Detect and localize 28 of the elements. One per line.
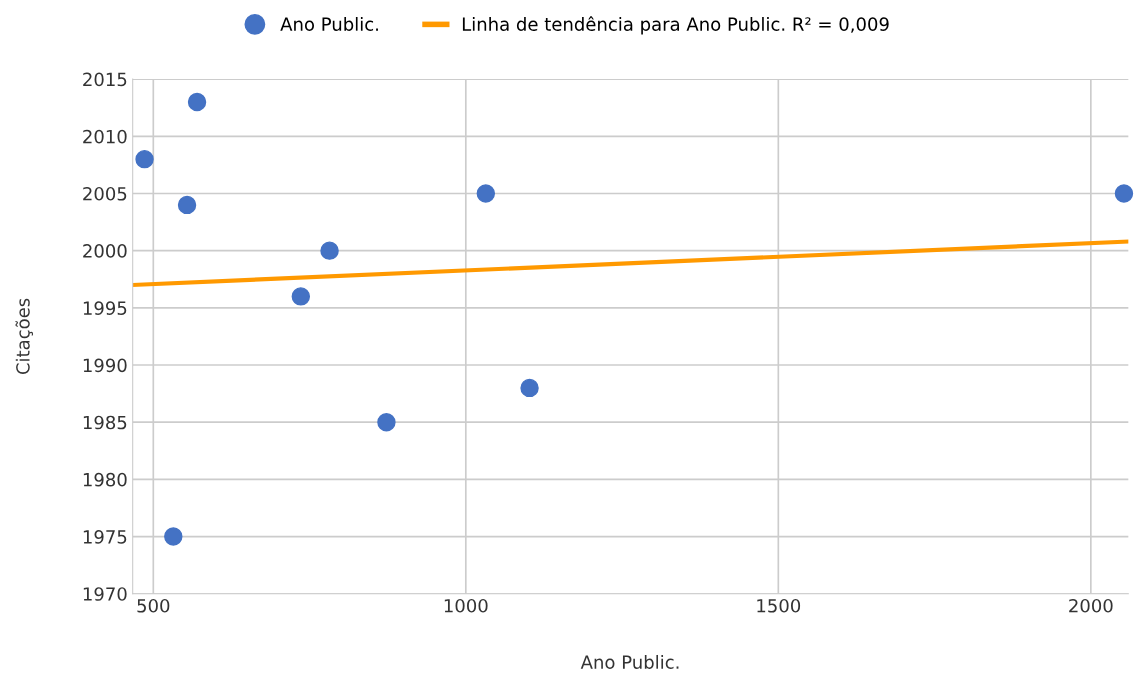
point bbox=[177, 195, 197, 215]
y-tick-label: 1975 bbox=[83, 530, 127, 544]
point bbox=[476, 184, 496, 203]
point bbox=[377, 413, 396, 432]
point bbox=[520, 378, 539, 398]
point bbox=[135, 149, 154, 169]
y-axis-title: Citações bbox=[15, 298, 33, 375]
x-tick-label: 1000 bbox=[444, 598, 488, 613]
x-tick-label: 1500 bbox=[757, 598, 801, 613]
x-tick-label: 2000 bbox=[1069, 598, 1113, 613]
y-tick-label: 2010 bbox=[83, 129, 127, 144]
point bbox=[320, 241, 339, 260]
x-tick-label: 500 bbox=[137, 598, 170, 613]
y-tick-label: 1985 bbox=[83, 415, 127, 430]
y-tick-label: 2005 bbox=[83, 186, 127, 201]
point bbox=[187, 92, 207, 112]
y-tick-label: 1970 bbox=[83, 587, 127, 601]
point bbox=[1114, 184, 1134, 203]
point bbox=[291, 287, 311, 306]
legend-label: Ano Public. bbox=[280, 16, 378, 31]
x-axis-title: Ano Public. bbox=[580, 654, 679, 669]
y-tick-label: 1990 bbox=[83, 358, 127, 373]
y-tick-label: 1980 bbox=[83, 472, 127, 487]
y-tick-label: 2015 bbox=[83, 72, 127, 87]
point bbox=[164, 527, 183, 546]
y-tick-label: 1995 bbox=[83, 301, 127, 315]
legend-label: Linha de tendência para Ano Public. R² = 0,009 bbox=[462, 16, 889, 35]
y-tick-label: 2000 bbox=[83, 244, 127, 258]
